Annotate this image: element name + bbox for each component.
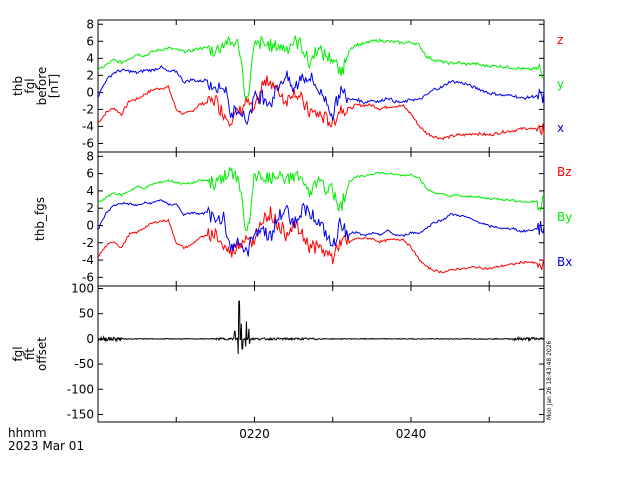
legend-by: By — [557, 210, 572, 224]
legend-z: z — [557, 33, 563, 47]
x-tick-label: 0240 — [396, 427, 427, 441]
legend-bz: Bz — [557, 165, 572, 179]
y-axis-label: fgl — [11, 346, 25, 361]
panel2-legend: Bz By Bx — [557, 165, 572, 269]
series-line-y — [97, 35, 545, 100]
y-tick-label: 4 — [86, 51, 94, 65]
legend-x: x — [557, 121, 564, 135]
y-axis-label: thb_fgs — [33, 197, 47, 241]
timestamp-label: Mon Jan 26 18:43:48 2026 — [546, 340, 553, 420]
y-tick-label: -2 — [82, 236, 94, 250]
y-tick-label: 8 — [86, 149, 94, 163]
y-tick-label: 6 — [86, 34, 94, 48]
panel1-legend: z y x — [557, 33, 564, 135]
y-axis-label: [nT] — [47, 74, 61, 98]
panel2-frame — [97, 151, 545, 287]
y-tick-label: 2 — [86, 201, 94, 215]
y-tick-label: -6 — [82, 270, 94, 284]
series-line-x — [97, 64, 545, 126]
y-axis-label: thb — [11, 76, 25, 96]
panel2-ylabel: thb_fgs — [33, 197, 47, 241]
y-tick-label: 100 — [71, 282, 94, 296]
series-line-by — [97, 166, 545, 232]
panel2-series — [97, 166, 545, 274]
y-tick-label: 0 — [86, 85, 94, 99]
y-axis-label: fgl — [23, 78, 37, 93]
y-tick-label: 8 — [86, 17, 94, 31]
panel2-y-ticks: 8 6 4 2 0 -2 -4 -6 — [82, 149, 544, 286]
panel3-x-ticks: 0220 0240 — [239, 427, 426, 441]
time-format-label: hhmm — [8, 426, 47, 440]
y-tick-label: -4 — [82, 253, 94, 267]
y-tick-label: 6 — [86, 167, 94, 181]
y-tick-label: 50 — [79, 307, 94, 321]
y-tick-label: 4 — [86, 184, 94, 198]
y-tick-label: 2 — [86, 68, 94, 82]
panel3-y-ticks: 100 50 0 -50 -100 -150 — [67, 282, 544, 422]
y-tick-label: -6 — [82, 136, 94, 150]
panel3-series — [97, 300, 545, 355]
panel1-frame — [97, 19, 545, 153]
series-line-bz — [97, 206, 545, 274]
legend-y: y — [557, 77, 564, 91]
panel1-series — [97, 35, 545, 141]
series-line-z — [97, 75, 545, 141]
y-tick-label: -4 — [82, 119, 94, 133]
y-axis-label: fit — [23, 348, 37, 361]
panel-fgs: 8 6 4 2 0 -2 -4 -6 thb_fgs Bz By Bx — [33, 149, 572, 287]
y-tick-label: -100 — [67, 382, 94, 396]
y-axis-label: before — [35, 67, 49, 106]
x-tick-label: 0220 — [239, 427, 270, 441]
panel1-y-ticks: 8 6 4 2 0 -2 -4 -6 — [82, 17, 544, 152]
y-tick-label: 0 — [86, 218, 94, 232]
series-line-bx — [97, 199, 545, 257]
legend-bx: Bx — [557, 255, 572, 269]
y-tick-label: -2 — [82, 102, 94, 116]
date-label: 2023 Mar 01 — [8, 439, 84, 453]
panel3-frame — [97, 285, 545, 423]
series-line-offset — [97, 300, 545, 355]
y-tick-label: 0 — [86, 332, 94, 346]
y-axis-label: offset — [35, 337, 49, 371]
y-tick-label: -150 — [67, 407, 94, 421]
y-tick-label: -50 — [74, 357, 94, 371]
